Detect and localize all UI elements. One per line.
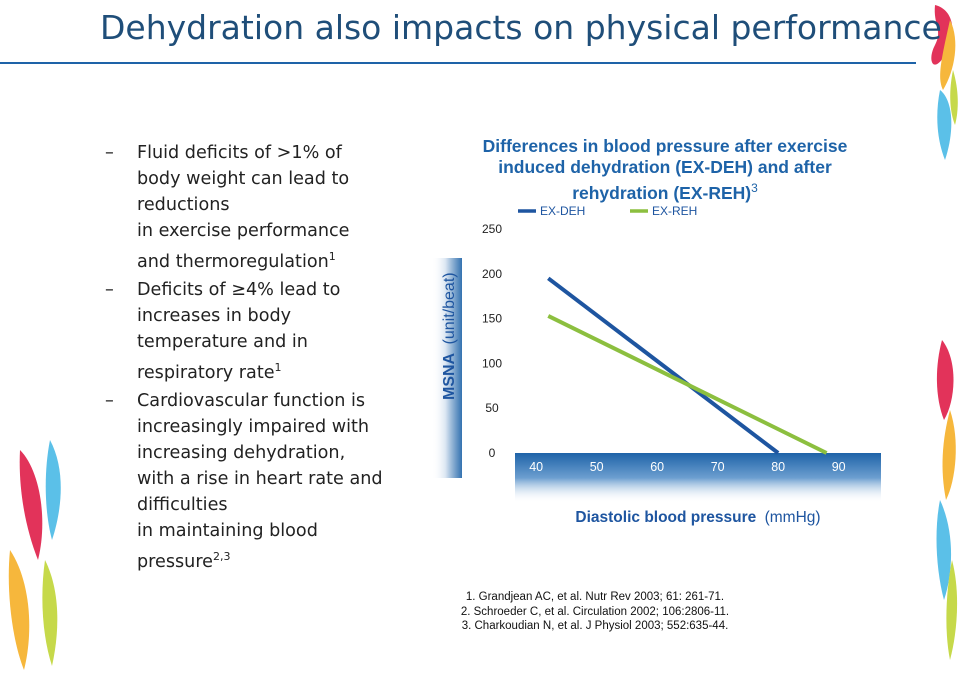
chart-title-line: rehydration (EX-REH) bbox=[572, 182, 752, 203]
legend-label-ex-reh: EX-REH bbox=[652, 204, 697, 218]
citation-ref: 1 bbox=[328, 250, 336, 263]
references: 1. Grandjean AC, et al. Nutr Rev 2003; 6… bbox=[440, 590, 750, 634]
series-line-ex-deh bbox=[547, 276, 780, 455]
y-tick-label: 150 bbox=[482, 312, 502, 326]
y-axis-label: MSNA (unit/beat) bbox=[441, 272, 458, 400]
bullet-line: in exercise performance bbox=[137, 221, 350, 241]
reference-item: 3. Charkoudian N, et al. J Physiol 2003;… bbox=[461, 620, 729, 632]
bullet-line: in maintaining blood bbox=[137, 520, 318, 541]
decorative-swirl-left bbox=[8, 440, 61, 670]
reference-item: 1. Grandjean AC, et al. Nutr Rev 2003; 6… bbox=[465, 591, 725, 603]
bullet-dash: – bbox=[105, 143, 114, 163]
decorative-swirl-right bbox=[936, 340, 958, 660]
bullet-list: – Fluid deficits of >1% of body weight c… bbox=[105, 140, 405, 577]
x-tick-label: 40 bbox=[529, 460, 543, 474]
x-tick-label: 50 bbox=[590, 460, 604, 474]
bullet-dash: – bbox=[105, 279, 114, 300]
y-tick-label: 100 bbox=[482, 356, 502, 370]
citation-ref: 2,3 bbox=[213, 549, 231, 563]
x-axis-label: Diastolic blood pressure (mmHg) bbox=[575, 509, 820, 526]
bullet-item: – Fluid deficits of >1% of body weight c… bbox=[105, 140, 405, 275]
bullet-line: body weight can lead to bbox=[137, 169, 350, 189]
bullet-line: Deficits of ≥4% lead to bbox=[137, 279, 341, 300]
chart-title-line: induced dehydration (EX-DEH) and after bbox=[498, 157, 832, 177]
bullet-line: difficulties bbox=[137, 494, 228, 515]
x-tick-label: 70 bbox=[711, 460, 725, 474]
bullet-line: increasing dehydration, bbox=[137, 442, 346, 463]
bullet-line: increases in body bbox=[137, 305, 292, 326]
bullet-line: reductions bbox=[137, 195, 230, 215]
chart-title: Differences in blood pressure after exer… bbox=[460, 136, 870, 204]
reference-item: 2. Schroeder C, et al. Circulation 2002;… bbox=[460, 605, 730, 618]
y-tick-label: 250 bbox=[482, 222, 502, 236]
bullet-line: temperature and in bbox=[137, 331, 308, 352]
bullet-dash: – bbox=[105, 390, 114, 411]
slide-title: Dehydration also impacts on physical per… bbox=[100, 8, 942, 47]
bullet-item: – Cardiovascular function is increasingl… bbox=[105, 388, 405, 575]
chart-title-ref: 3 bbox=[751, 181, 758, 195]
bullet-line: and thermoregulation bbox=[137, 251, 329, 272]
title-divider bbox=[0, 62, 916, 64]
decorative-swirl-top-right bbox=[931, 5, 958, 160]
y-tick-label: 0 bbox=[489, 446, 496, 460]
chart-title-line: Differences in blood pressure after exer… bbox=[482, 136, 848, 156]
y-axis-band bbox=[432, 258, 462, 478]
citation-ref: 1 bbox=[274, 360, 282, 374]
x-axis-band bbox=[515, 453, 881, 503]
bullet-item: – Deficits of ≥4% lead to increases in b… bbox=[105, 277, 405, 386]
bullet-line: Cardiovascular function is bbox=[137, 390, 366, 411]
x-tick-label: 60 bbox=[650, 460, 664, 474]
bullet-line: Fluid deficits of >1% of bbox=[137, 143, 342, 163]
x-tick-label: 90 bbox=[832, 460, 846, 474]
line-chart: MSNA (unit/beat) 0 50 100 150 200 250 40 50 60 7… bbox=[432, 204, 881, 526]
y-tick-label: 200 bbox=[482, 267, 502, 281]
bullet-line: respiratory rate bbox=[137, 362, 275, 383]
y-tick-label: 50 bbox=[485, 401, 499, 415]
legend-label-ex-deh: EX-DEH bbox=[540, 204, 585, 218]
series-line-ex-reh bbox=[547, 314, 828, 455]
bullet-line: increasingly impaired with bbox=[137, 416, 370, 437]
x-tick-label: 80 bbox=[771, 460, 785, 474]
bullet-line: pressure bbox=[137, 551, 213, 572]
bullet-line: with a rise in heart rate and bbox=[137, 468, 383, 489]
